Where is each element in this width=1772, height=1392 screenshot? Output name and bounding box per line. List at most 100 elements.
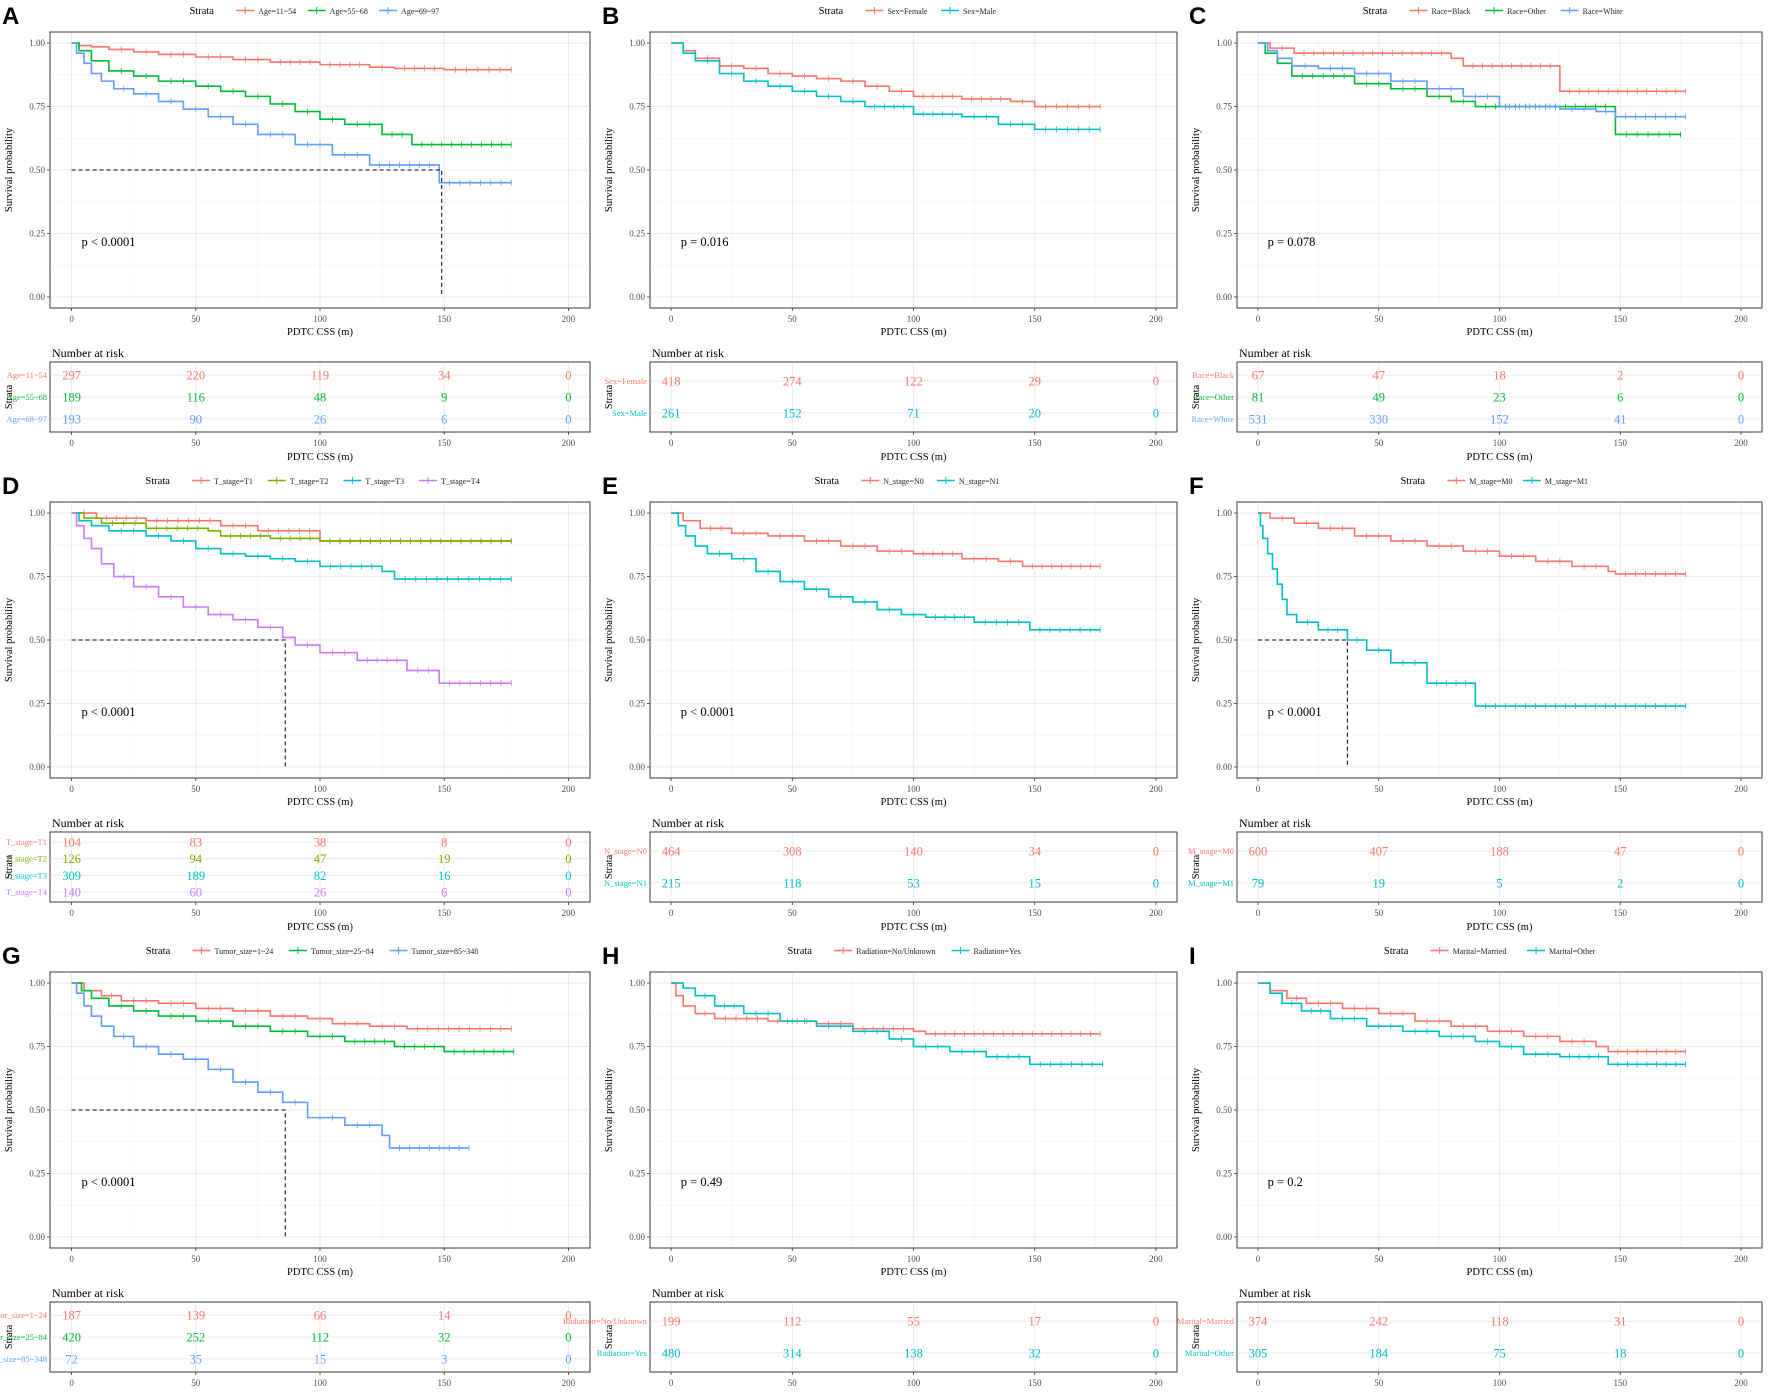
risk-count: 0 — [1738, 876, 1744, 890]
censor-marks — [707, 57, 1101, 133]
legend-entry: Age=69~97 — [401, 7, 439, 16]
risk-x-tick-label: 100 — [1493, 438, 1507, 448]
risk-x-tick-label: 100 — [907, 438, 921, 448]
legend: Strata N_stage=N0 N_stage=N1 — [815, 476, 1000, 487]
x-axis-title: PDTC CSS (m) — [881, 1267, 947, 1278]
risk-y-axis-title: Strata — [604, 384, 615, 409]
legend-entry: Race=White — [1583, 7, 1623, 16]
legend-entry: N_stage=N1 — [959, 477, 1000, 486]
x-tick-label: 100 — [907, 1254, 921, 1264]
y-tick-label: 0.50 — [1216, 165, 1232, 175]
x-tick-label: 0 — [1256, 1254, 1261, 1264]
legend: Strata Age=11~54 Age=55~68 Age=69~97 — [189, 6, 439, 17]
risk-row-label: N_stage=N1 — [604, 878, 647, 888]
x-tick-label: 50 — [1374, 1254, 1384, 1264]
median-survival-line — [71, 639, 286, 767]
risk-count: 0 — [1153, 876, 1159, 890]
risk-count: 0 — [1738, 391, 1744, 405]
risk-count: 407 — [1369, 845, 1388, 859]
risk-count: 314 — [783, 1346, 803, 1360]
risk-y-axis-title: Strata — [1191, 854, 1202, 879]
risk-x-tick-label: 50 — [788, 1378, 798, 1388]
risk-table-title: Number at risk — [652, 816, 724, 830]
risk-x-tick-label: 200 — [562, 438, 576, 448]
risk-count: 18 — [1614, 1346, 1627, 1360]
y-axis-title: Survival probability — [4, 597, 15, 682]
x-tick-label: 150 — [1614, 314, 1628, 324]
y-tick-label: 0.50 — [629, 635, 645, 645]
y-tick-label: 1.00 — [29, 508, 45, 518]
risk-count: 193 — [62, 412, 81, 426]
risk-count: 71 — [907, 406, 920, 420]
y-tick-label: 0.25 — [629, 228, 645, 238]
risk-x-tick-label: 100 — [907, 908, 921, 918]
censor-marks — [123, 85, 512, 186]
risk-count: 220 — [186, 369, 205, 383]
risk-row-label: Radiation=Yes — [597, 1348, 647, 1358]
panel-E: E Strata N_stage=N0 N_stage=N10 50 100 150 2000… — [602, 473, 1178, 933]
risk-row-label: Radiation=No/Unknown — [563, 1316, 648, 1326]
risk-x-tick-label: 50 — [788, 908, 798, 918]
risk-x-axis-title: PDTC CSS (m) — [1467, 452, 1533, 463]
series-N_stage=N0 — [671, 512, 1101, 570]
risk-x-tick-label: 150 — [1614, 908, 1628, 918]
survival-curve — [71, 512, 512, 542]
legend-entry: Age=55~68 — [330, 7, 368, 16]
risk-y-axis-title: Strata — [4, 1324, 15, 1349]
risk-count: 118 — [1490, 1315, 1508, 1329]
y-axis-title: Survival probability — [604, 127, 615, 212]
x-tick-label: 0 — [669, 314, 674, 324]
x-tick-label: 200 — [1734, 314, 1748, 324]
p-value: p = 0.016 — [681, 235, 729, 249]
legend-title: Strata — [145, 476, 170, 487]
y-tick-label: 0.25 — [629, 698, 645, 708]
risk-count: 15 — [314, 1352, 327, 1366]
panel-letter: I — [1189, 943, 1196, 970]
x-axis-title: PDTC CSS (m) — [881, 797, 947, 808]
risk-y-axis-title: Strata — [4, 384, 15, 409]
y-tick-label: 0.00 — [29, 1232, 45, 1242]
risk-row-label: Tumor_size=25~84 — [0, 1332, 48, 1342]
censor-marks — [120, 527, 512, 583]
x-axis-title: PDTC CSS (m) — [287, 797, 353, 808]
risk-x-tick-label: 0 — [669, 438, 674, 448]
risk-count: 2 — [1617, 876, 1623, 890]
survival-curve — [1258, 512, 1686, 575]
risk-count: 104 — [62, 836, 82, 850]
series-M_stage=M1 — [1258, 512, 1686, 710]
risk-x-tick-label: 0 — [1256, 438, 1261, 448]
y-tick-label: 0.75 — [29, 102, 45, 112]
risk-x-tick-label: 150 — [437, 908, 451, 918]
legend-entry: Radiation=Yes — [973, 947, 1020, 956]
risk-x-tick-label: 0 — [1256, 1378, 1261, 1388]
x-tick-label: 150 — [1614, 1254, 1628, 1264]
risk-count: 8 — [441, 836, 447, 850]
x-tick-label: 0 — [1256, 784, 1261, 794]
risk-count: 72 — [65, 1352, 78, 1366]
y-tick-label: 1.00 — [1216, 508, 1232, 518]
risk-count: 0 — [1738, 845, 1744, 859]
risk-x-tick-label: 50 — [191, 1378, 201, 1388]
risk-x-tick-label: 150 — [437, 1378, 451, 1388]
risk-count: 53 — [907, 876, 920, 890]
risk-count: 19 — [1373, 876, 1386, 890]
risk-x-tick-label: 100 — [1493, 1378, 1507, 1388]
panel-A: A Strata Age=11~54 Age=55~68 Age=69~97 0 50 100… — [2, 3, 591, 463]
risk-count: 418 — [662, 375, 681, 389]
risk-row-label: M_stage=M1 — [1188, 878, 1234, 888]
y-tick-label: 0.00 — [629, 762, 645, 772]
x-tick-label: 100 — [907, 314, 921, 324]
risk-row-label: Tumor_size=85~348 — [0, 1354, 47, 1364]
risk-count: 19 — [438, 852, 451, 866]
risk-table-title: Number at risk — [52, 1286, 124, 1300]
x-tick-label: 200 — [562, 784, 576, 794]
risk-count: 9 — [441, 391, 447, 405]
risk-count: 309 — [62, 869, 81, 883]
censor-marks — [123, 573, 512, 687]
risk-count: 2 — [1617, 369, 1623, 383]
risk-count: 0 — [1153, 406, 1159, 420]
x-tick-label: 200 — [562, 314, 576, 324]
legend-title: Strata — [787, 946, 812, 957]
risk-count: 17 — [1028, 1315, 1041, 1329]
legend-title: Strata — [819, 6, 844, 17]
